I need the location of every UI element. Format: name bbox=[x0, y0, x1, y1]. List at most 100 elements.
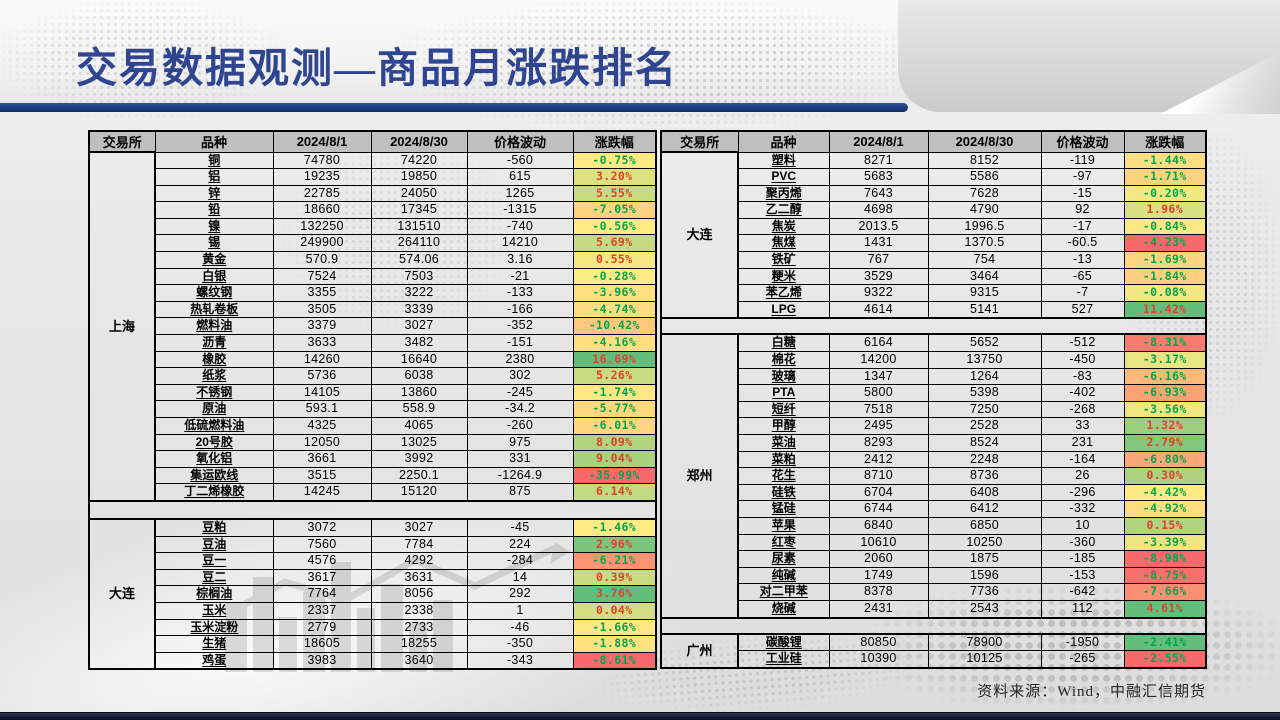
price-close-cell: 3640 bbox=[370, 651, 468, 671]
price-open-cell: 8378 bbox=[828, 583, 929, 601]
price-change-cell: -45 bbox=[466, 517, 574, 537]
price-open-cell: 593.1 bbox=[272, 400, 372, 418]
price-open-cell: 10390 bbox=[828, 650, 929, 669]
price-close-cell: 3339 bbox=[370, 300, 468, 319]
variety-cell: 螺纹钢 bbox=[154, 284, 274, 302]
variety-cell: 红枣 bbox=[737, 533, 830, 552]
pct-change-cell: -5.77% bbox=[572, 400, 657, 418]
data-row: LPG 4614 5141 527 11.42% bbox=[661, 300, 1207, 320]
data-row: 鸡蛋 3983 3640 -343 -8.61% bbox=[89, 651, 657, 671]
data-row: 乙二醇 4698 4790 92 1.96% bbox=[661, 201, 1207, 219]
data-row: 纯碱 1749 1596 -153 -8.75% bbox=[661, 566, 1207, 585]
pct-change-cell: 8.09% bbox=[572, 433, 657, 452]
price-close-cell: 4790 bbox=[927, 201, 1042, 219]
variety-cell: 粳米 bbox=[737, 267, 830, 286]
variety-cell: 集运欧线 bbox=[154, 466, 274, 485]
price-close-cell: 131510 bbox=[370, 217, 468, 236]
pct-change-cell: -0.20% bbox=[1123, 184, 1207, 203]
variety-cell: 燃料油 bbox=[154, 317, 274, 336]
data-row: 螺纹钢 3355 3222 -133 -3.96% bbox=[89, 284, 657, 302]
price-close-cell: 5652 bbox=[927, 333, 1042, 353]
price-close-cell: 6038 bbox=[370, 367, 468, 385]
pct-change-cell: -1.44% bbox=[1123, 151, 1207, 170]
price-close-cell: 13860 bbox=[370, 383, 468, 402]
pct-change-cell: -8.75% bbox=[1123, 566, 1207, 585]
data-row: 热轧卷板 3505 3339 -166 -4.74% bbox=[89, 300, 657, 319]
data-row: PVC 5683 5586 -97 -1.71% bbox=[661, 168, 1207, 186]
price-close-cell: 8524 bbox=[927, 434, 1042, 452]
price-open-cell: 2013.5 bbox=[828, 217, 929, 236]
data-row: 棉花 14200 13750 -450 -3.17% bbox=[661, 351, 1207, 369]
variety-cell: 苹果 bbox=[737, 516, 830, 535]
pct-change-cell: -8.98% bbox=[1123, 550, 1207, 568]
table-group-spacer bbox=[88, 499, 657, 520]
pct-change-cell: -0.84% bbox=[1123, 217, 1207, 236]
title-accent-bar bbox=[0, 103, 908, 112]
variety-cell: 豆油 bbox=[154, 535, 274, 554]
data-row: 不锈钢 14105 13860 -245 -1.74% bbox=[89, 383, 657, 402]
price-close-cell: 2528 bbox=[927, 417, 1042, 435]
price-close-cell: 3027 bbox=[370, 317, 468, 336]
pct-change-cell: -6.80% bbox=[1123, 450, 1207, 469]
data-row: 玉米淀粉 2779 2733 -46 -1.66% bbox=[89, 618, 657, 637]
pct-change-cell: -4.42% bbox=[1123, 483, 1207, 502]
pct-change-cell: -4.23% bbox=[1123, 234, 1207, 253]
price-open-cell: 249900 bbox=[272, 234, 372, 253]
price-close-cell: 1596 bbox=[927, 566, 1042, 585]
data-row: 聚丙烯 7643 7628 -15 -0.20% bbox=[661, 184, 1207, 203]
variety-cell: 铁矿 bbox=[737, 251, 830, 269]
data-row: 低硫燃料油 4325 4065 -260 -6.01% bbox=[89, 417, 657, 435]
price-open-cell: 1749 bbox=[828, 566, 929, 585]
price-close-cell: 3027 bbox=[370, 517, 468, 537]
exchange-label-cell: 大连 bbox=[660, 150, 739, 320]
data-row: 菜油 8293 8524 231 2.79% bbox=[661, 434, 1207, 452]
pct-change-cell: -6.21% bbox=[572, 552, 657, 570]
price-close-cell: 8152 bbox=[927, 151, 1042, 170]
price-change-cell: -260 bbox=[466, 417, 574, 435]
data-row: 铝 19235 19850 615 3.20% bbox=[89, 168, 657, 186]
variety-cell: 塑料 bbox=[737, 151, 830, 170]
price-change-cell: -34.2 bbox=[466, 400, 574, 418]
price-open-cell: 12050 bbox=[272, 433, 372, 452]
data-row: 铁矿 767 754 -13 -1.69% bbox=[661, 251, 1207, 269]
pct-change-cell: -4.74% bbox=[572, 300, 657, 319]
price-change-cell: 26 bbox=[1040, 467, 1125, 485]
price-close-cell: 2248 bbox=[927, 450, 1042, 469]
pct-change-cell: -8.31% bbox=[1123, 333, 1207, 353]
price-change-cell: -65 bbox=[1040, 267, 1125, 286]
pct-change-cell: 3.76% bbox=[572, 585, 657, 603]
column-header: 涨跌幅 bbox=[1123, 130, 1207, 153]
price-close-cell: 5398 bbox=[927, 384, 1042, 402]
price-close-cell: 7784 bbox=[370, 535, 468, 554]
pct-change-cell: 6.14% bbox=[572, 483, 657, 502]
variety-cell: 豆二 bbox=[154, 568, 274, 587]
price-open-cell: 4614 bbox=[828, 300, 929, 320]
variety-cell: 棕榈油 bbox=[154, 585, 274, 603]
data-row: 广州 碳酸锂 80850 78900 -1950 -2.41% bbox=[660, 632, 1207, 669]
price-change-cell: 875 bbox=[466, 483, 574, 502]
price-close-cell: 3464 bbox=[927, 267, 1042, 286]
price-open-cell: 4698 bbox=[828, 201, 929, 219]
variety-cell: 铜 bbox=[154, 151, 274, 170]
price-open-cell: 6840 bbox=[828, 516, 929, 535]
pct-change-cell: -1.74% bbox=[572, 383, 657, 402]
variety-cell: PVC bbox=[737, 168, 830, 186]
variety-cell: 生猪 bbox=[154, 635, 274, 653]
price-open-cell: 3379 bbox=[272, 317, 372, 336]
data-row: 对二甲苯 8378 7736 -642 -7.66% bbox=[661, 583, 1207, 601]
header-row: 交易所 品种 2024/8/1 2024/8/30 价格波动 涨跌幅 bbox=[660, 130, 1207, 153]
price-open-cell: 767 bbox=[828, 251, 929, 269]
price-open-cell: 5736 bbox=[272, 367, 372, 385]
price-open-cell: 7524 bbox=[272, 267, 372, 286]
price-change-cell: -164 bbox=[1040, 450, 1125, 469]
variety-cell: 氧化铝 bbox=[154, 450, 274, 468]
data-row: 苹果 6840 6850 10 0.15% bbox=[661, 516, 1207, 535]
pct-change-cell: 9.04% bbox=[572, 450, 657, 468]
pct-change-cell: -1.69% bbox=[1123, 251, 1207, 269]
variety-cell: 尿素 bbox=[737, 550, 830, 568]
data-row: 棕榈油 7764 8056 292 3.76% bbox=[89, 585, 657, 603]
price-close-cell: 10125 bbox=[927, 650, 1042, 669]
variety-cell: 鸡蛋 bbox=[154, 651, 274, 671]
column-header: 品种 bbox=[154, 130, 274, 153]
variety-cell: 沥青 bbox=[154, 334, 274, 352]
